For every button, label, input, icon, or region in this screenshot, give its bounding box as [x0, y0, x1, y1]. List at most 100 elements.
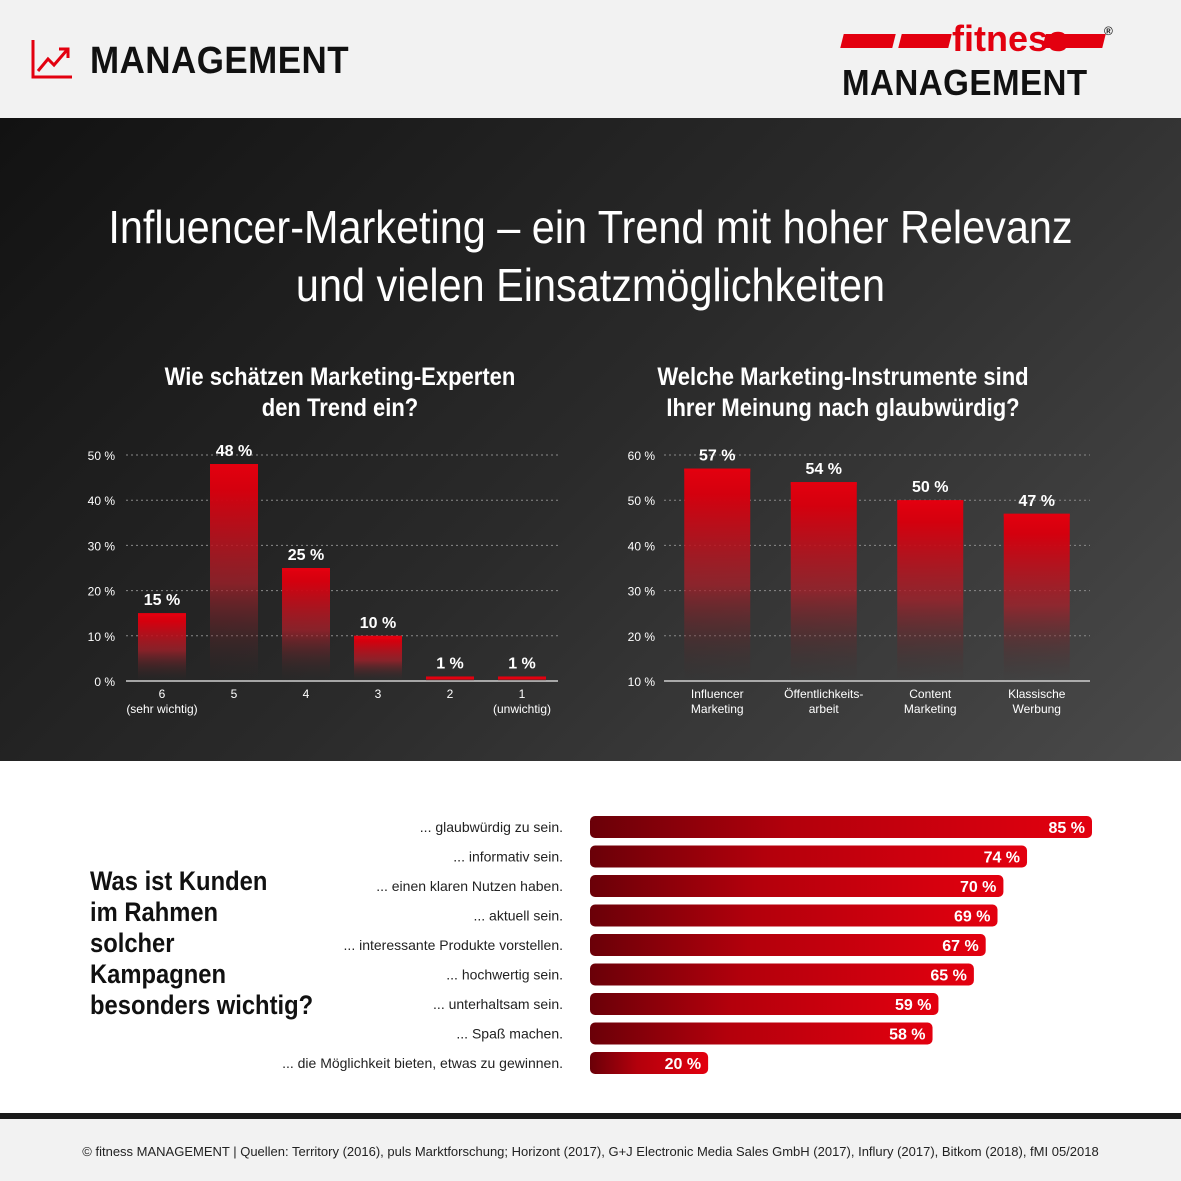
bar [590, 934, 986, 956]
y-tick-label: 10 % [88, 630, 116, 644]
trend-chart-icon [31, 40, 72, 79]
data-label: 59 % [895, 997, 931, 1014]
y-tick-label: 20 % [88, 585, 116, 599]
infographic-title: Influencer-Marketing – ein Trend mit hoh… [59, 198, 1122, 314]
data-label: 20 % [665, 1056, 701, 1073]
bar [590, 993, 939, 1015]
y-tick-label: 30 % [88, 539, 116, 553]
chart1-title: Wie schätzen Marketing-Experten den Tren… [146, 362, 533, 424]
data-label: 69 % [954, 909, 990, 926]
bar-cap [897, 500, 964, 504]
bar [897, 500, 964, 681]
data-label: 25 % [288, 547, 324, 564]
bar [590, 963, 974, 986]
chart2-title-line-1: Welche Marketing-Instrumente sind [657, 363, 1029, 391]
category-label: ... interessante Produkte vorstellen. [344, 937, 563, 953]
bar-cap [498, 676, 546, 680]
data-label: 65 % [930, 968, 966, 985]
x-tick-label: Öffentlichkeits- [784, 687, 863, 701]
bar [684, 468, 751, 681]
y-tick-label: 60 % [628, 449, 656, 463]
x-tick-label: 3 [375, 687, 382, 701]
lower-panel: Was ist Kunden im Rahmen solcher Kampagnen b… [0, 761, 1181, 1113]
chart1-title-line-1: Wie schätzen Marketing-Experten [164, 363, 516, 391]
x-tick-sublabel: (unwichtig) [493, 702, 551, 716]
logo-stripe [1042, 34, 1106, 48]
x-tick-label: 2 [447, 687, 454, 701]
data-label: 67 % [942, 938, 978, 955]
category-label: ... Spaß machen. [456, 1026, 563, 1042]
bar [590, 875, 1004, 897]
bar [590, 1022, 933, 1045]
bar [138, 613, 186, 681]
x-tick-label: Marketing [904, 702, 957, 716]
question-line: Kampagnen [90, 959, 226, 989]
bar-cap [684, 468, 751, 472]
source-footer: © fitness MANAGEMENT | Quellen: Territor… [82, 1144, 1099, 1159]
y-tick-label: 50 % [628, 494, 656, 508]
category-label: ... aktuell sein. [474, 908, 564, 924]
data-label: 74 % [984, 850, 1020, 867]
y-tick-label: 0 % [94, 675, 115, 689]
x-tick-label: 5 [231, 687, 238, 701]
y-tick-label: 20 % [628, 630, 656, 644]
data-label: 57 % [699, 448, 735, 465]
registered-mark: ® [1104, 24, 1113, 38]
category-label: ... glaubwürdig zu sein. [420, 819, 563, 835]
x-tick-label: Klassische [1008, 687, 1066, 701]
data-label: 50 % [912, 479, 948, 496]
data-label: 85 % [1049, 820, 1085, 837]
brand-logo: fitness ® MANAGEMENT [840, 18, 1122, 103]
x-tick-label: 4 [303, 687, 310, 701]
question-line: im Rahmen [90, 897, 219, 927]
bar-cap [210, 464, 258, 468]
bar-cap [354, 635, 402, 639]
category-label: ... einen klaren Nutzen haben. [376, 878, 563, 894]
x-tick-label: Marketing [691, 702, 744, 716]
chart-credible-instruments: 10 %20 %30 %40 %50 %60 % 57 %InfluencerMa… [628, 448, 1090, 716]
bar-cap [790, 482, 857, 486]
x-tick-label: 6 [159, 687, 166, 701]
data-label: 48 % [216, 443, 252, 460]
chart-customer-priorities: ... glaubwürdig zu sein. 85 % ... informat… [282, 816, 1092, 1074]
x-tick-label: Influencer [691, 687, 744, 701]
title-line-1: Influencer-Marketing – ein Trend mit hoh… [108, 201, 1073, 253]
x-tick-label: arbeit [809, 702, 840, 716]
y-tick-label: 10 % [628, 675, 656, 689]
chart2-title: Welche Marketing-Instrumente sind Ihrer … [636, 362, 1050, 424]
footer-divider [0, 1113, 1181, 1119]
question-line: Was ist Kunden [90, 866, 268, 896]
bar [210, 464, 258, 681]
category-label: ... die Möglichkeit bieten, etwas zu gew… [282, 1055, 563, 1071]
chart-trend-rating: 0 % 10 % 20 % 30 % 40 % 50 % 15 % 6(sehr wichti… [88, 443, 558, 716]
data-label: 70 % [960, 879, 996, 896]
y-tick-label: 50 % [88, 449, 116, 463]
bar [590, 816, 1092, 838]
y-tick-label: 40 % [88, 494, 116, 508]
x-tick-label: 1 [519, 687, 526, 701]
bar [1003, 513, 1070, 681]
section-title: MANAGEMENT [90, 40, 350, 82]
chart1-title-line-2: den Trend ein? [261, 394, 419, 422]
data-label: 15 % [144, 592, 180, 609]
question-heading: Was ist Kunden im Rahmen solcher Kampagnen b… [90, 866, 313, 1021]
y-tick-label: 40 % [628, 539, 656, 553]
category-label: ... hochwertig sein. [446, 967, 563, 983]
logo-stripe [898, 34, 952, 48]
bar [590, 845, 1028, 868]
bar [590, 1052, 709, 1074]
data-label: 47 % [1019, 493, 1055, 510]
question-line: solcher [90, 928, 175, 958]
logo-stripe [840, 34, 896, 48]
header-bar: MANAGEMENT fitness ® MANAGEMENT [0, 0, 1181, 118]
question-line: besonders wichtig? [90, 990, 314, 1020]
data-label: 10 % [360, 615, 396, 632]
data-label: 58 % [889, 1027, 925, 1044]
bar [590, 904, 998, 927]
bar-cap [282, 568, 330, 571]
bar [790, 482, 857, 681]
bar [354, 635, 402, 681]
title-line-2: und vielen Einsatzmöglichkeiten [295, 259, 886, 311]
x-tick-label: Content [909, 687, 952, 701]
bar [282, 568, 330, 681]
